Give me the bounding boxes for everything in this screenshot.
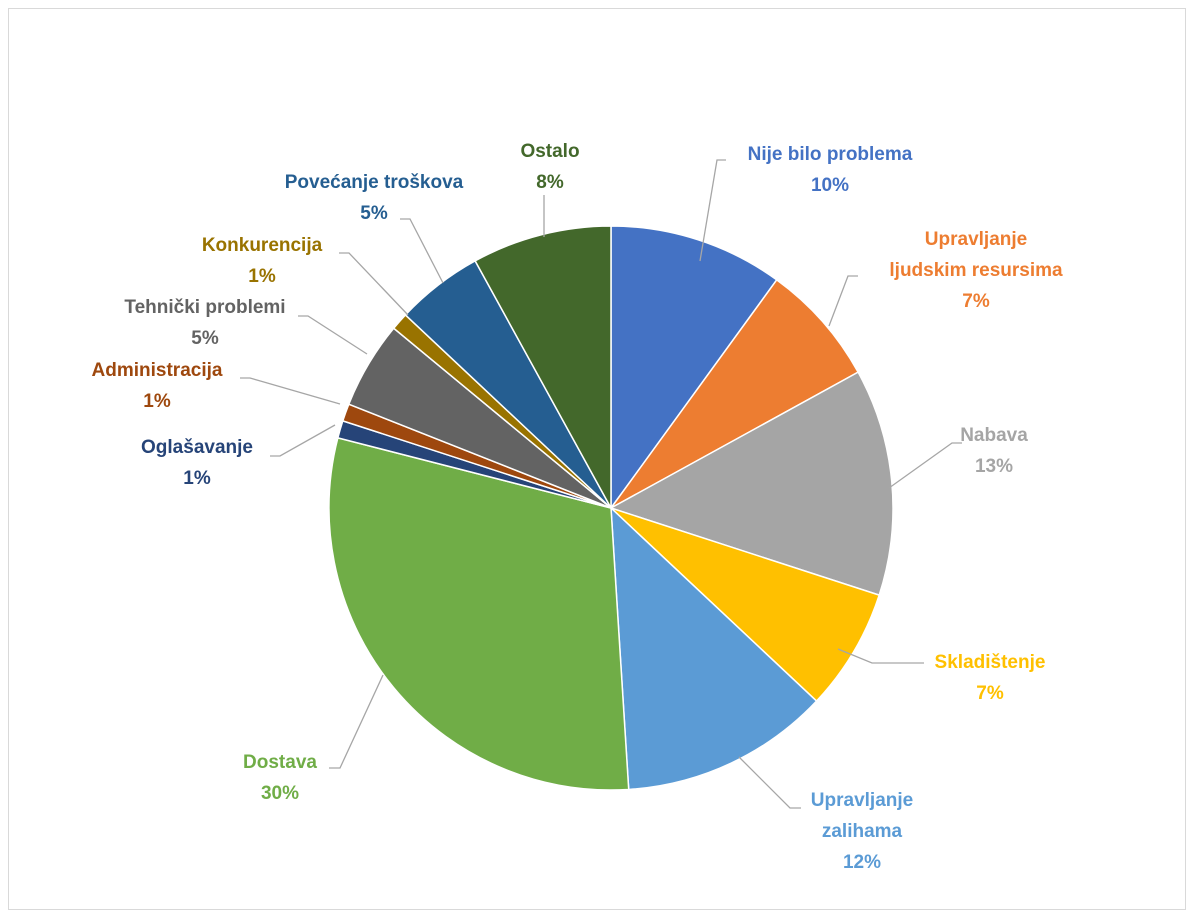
data-label-percent: 5% xyxy=(360,203,388,224)
pie-slice-upravljanje-zalihama xyxy=(610,506,818,791)
data-label-dostava: Dostava 30% xyxy=(243,752,317,804)
data-label-upravljanje-zalihama: Upravljanje zalihama 12% xyxy=(811,790,913,873)
data-label-nabava: Nabava 13% xyxy=(960,425,1028,477)
leader-line-upravljanje-zalihama xyxy=(738,756,801,809)
data-label-percent: 7% xyxy=(976,683,1004,704)
data-label-name: Tehnički problemi xyxy=(124,297,285,318)
data-label-name: zalihama xyxy=(822,821,903,842)
pie-slice-nije-bilo-problema xyxy=(610,225,778,511)
data-label-upravljanje-ljudskim-resursima: Upravljanje ljudskim resursima 7% xyxy=(889,229,1063,312)
data-label-name: Konkurencija xyxy=(202,235,323,256)
data-label-percent: 1% xyxy=(183,468,211,489)
leader-line-tehnicki-problemi xyxy=(298,315,368,355)
leader-line-oglasavanje xyxy=(270,424,336,457)
data-label-percent: 7% xyxy=(962,291,990,312)
data-label-name: Skladištenje xyxy=(935,652,1046,673)
data-label-percent: 10% xyxy=(811,175,849,196)
data-label-ostalo: Ostalo 8% xyxy=(520,141,579,193)
data-label-name: Upravljanje xyxy=(811,790,913,811)
leader-line-nije-bilo-problema xyxy=(699,159,726,262)
data-label-tehnicki-problemi: Tehnički problemi 5% xyxy=(124,297,285,349)
data-label-name: Dostava xyxy=(243,752,317,773)
leader-line-dostava xyxy=(329,674,384,769)
pie-slice-nabava xyxy=(609,371,894,597)
data-label-name: Nabava xyxy=(960,425,1028,446)
leader-lines xyxy=(240,159,962,809)
pie-slices xyxy=(328,225,894,791)
leader-line-nabava xyxy=(888,442,962,489)
data-label-oglasavanje: Oglašavanje 1% xyxy=(141,437,253,489)
data-label-percent: 5% xyxy=(191,328,219,349)
data-labels: Nije bilo problema 10% Upravljanje ljudskim… xyxy=(92,141,1063,873)
pie-slice-upravljanje-ljudskim-resursima xyxy=(610,278,860,509)
leader-line-skladistenje xyxy=(837,648,924,664)
data-label-name: Nije bilo problema xyxy=(748,144,913,165)
data-label-percent: 1% xyxy=(143,391,171,412)
leader-line-povecanje-troskova xyxy=(400,218,444,284)
data-label-percent: 8% xyxy=(536,172,564,193)
data-label-skladistenje: Skladištenje 7% xyxy=(935,652,1046,704)
leader-line-konkurencija xyxy=(339,252,409,316)
data-label-administracija: Administracija 1% xyxy=(92,360,223,412)
pie-slice-ostalo xyxy=(474,225,612,509)
data-label-percent: 13% xyxy=(975,456,1013,477)
data-label-povecanje-troskova: Povećanje troškova 5% xyxy=(285,172,464,224)
data-label-name: Povećanje troškova xyxy=(285,172,464,193)
data-label-name: ljudskim resursima xyxy=(889,260,1063,281)
data-label-percent: 12% xyxy=(843,852,881,873)
data-label-name: Administracija xyxy=(92,360,223,381)
data-label-nije-bilo-problema: Nije bilo problema 10% xyxy=(748,144,913,196)
leader-line-administracija xyxy=(240,377,341,405)
pie-slice-skladistenje xyxy=(610,507,881,703)
data-label-name: Oglašavanje xyxy=(141,437,253,458)
data-label-percent: 1% xyxy=(248,266,276,287)
data-label-percent: 30% xyxy=(261,783,299,804)
pie-slice-dostava xyxy=(328,436,630,791)
leader-line-upravljanje-ljudskim-resursima xyxy=(828,275,858,327)
data-label-name: Ostalo xyxy=(520,141,579,162)
data-label-name: Upravljanje xyxy=(925,229,1027,250)
data-label-konkurencija: Konkurencija 1% xyxy=(202,235,323,287)
